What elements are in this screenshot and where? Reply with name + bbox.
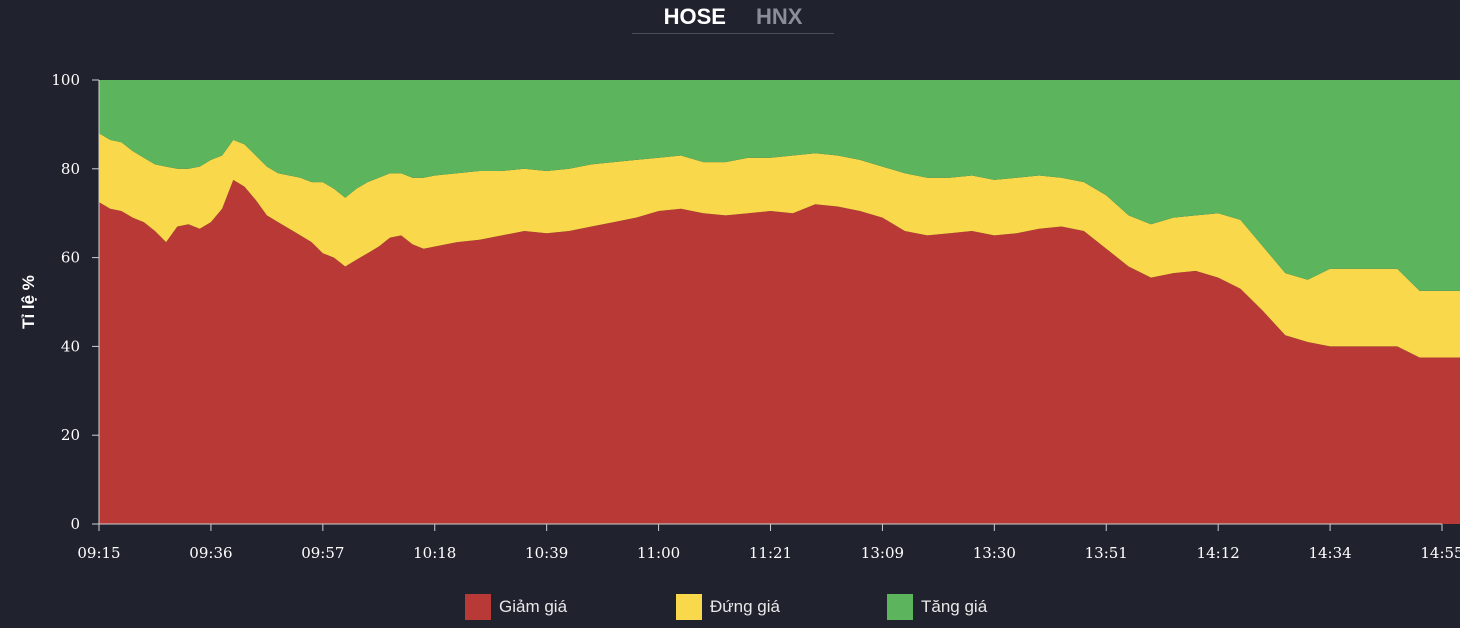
y-tick-label: 100 bbox=[51, 71, 80, 89]
area-layer bbox=[99, 80, 1460, 524]
y-tick-label: 20 bbox=[61, 426, 80, 444]
axes-layer: 0 20 40 60 80 100 09:15 09:36 09:57 10:18 10:39 11:… bbox=[51, 71, 1460, 562]
legend-label-tang-gia: Tăng giá bbox=[921, 597, 988, 616]
y-tick-label: 40 bbox=[61, 337, 80, 355]
x-tick-label: 10:39 bbox=[525, 544, 568, 562]
area-series-1 bbox=[99, 133, 1460, 358]
y-tick-label: 60 bbox=[61, 249, 80, 267]
x-tick-label: 13:09 bbox=[861, 544, 904, 562]
x-tick-label: 11:21 bbox=[749, 544, 792, 562]
legend-label-giam-gia: Giảm giá bbox=[499, 597, 568, 616]
x-tick-label: 14:34 bbox=[1308, 544, 1351, 562]
x-tick-label: 10:18 bbox=[413, 544, 456, 562]
x-tick-label: 09:57 bbox=[301, 544, 344, 562]
legend-swatch-giam-gia bbox=[465, 594, 491, 620]
stacked-area-chart: 0 20 40 60 80 100 09:15 09:36 09:57 10:18 10:39 11:… bbox=[19, 71, 1460, 562]
legend: Giảm giá Đứng giá Tăng giá bbox=[455, 584, 1077, 628]
legend-swatch-dung-gia bbox=[676, 594, 702, 620]
x-tick-label: 09:15 bbox=[77, 544, 120, 562]
x-tick-label: 09:36 bbox=[189, 544, 232, 562]
x-tick-label: 13:51 bbox=[1085, 544, 1128, 562]
legend-item-tang-gia[interactable]: Tăng giá bbox=[887, 594, 987, 620]
area-series-0 bbox=[99, 179, 1460, 524]
y-tick-label: 80 bbox=[61, 160, 80, 178]
x-tick-label: 13:30 bbox=[973, 544, 1016, 562]
legend-item-dung-gia[interactable]: Đứng giá bbox=[676, 594, 780, 620]
legend-label-dung-gia: Đứng giá bbox=[710, 597, 780, 616]
tab-hnx[interactable]: HNX bbox=[755, 3, 803, 29]
exchange-tabs: HOSE HNX bbox=[632, 0, 834, 34]
area-series-2 bbox=[99, 80, 1460, 291]
legend-item-giam-gia[interactable]: Giảm giá bbox=[465, 594, 567, 620]
legend-swatch-tang-gia bbox=[887, 594, 913, 620]
x-tick-label: 14:55 bbox=[1420, 544, 1460, 562]
x-tick-label: 11:00 bbox=[637, 544, 680, 562]
x-tick-label: 14:12 bbox=[1197, 544, 1240, 562]
tab-hose[interactable]: HOSE bbox=[663, 3, 726, 29]
y-axis-label: Tỉ lệ % bbox=[19, 275, 38, 329]
y-tick-label: 0 bbox=[70, 515, 80, 533]
